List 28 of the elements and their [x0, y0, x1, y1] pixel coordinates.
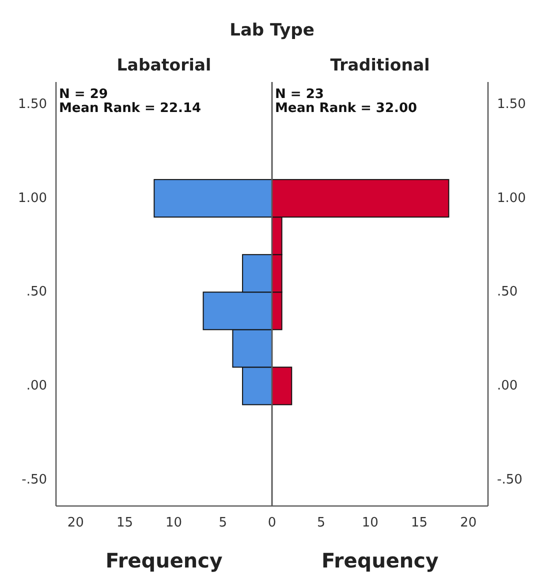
x-tick-label: 20	[460, 516, 477, 531]
annotation: Mean Rank = 32.00	[275, 101, 418, 116]
chart-subtitle: Traditional	[330, 56, 430, 75]
x-tick-label: 0	[268, 516, 276, 531]
x-axis-title: Frequency	[105, 548, 223, 572]
annotation: N = 29	[59, 87, 108, 102]
x-tick-label: 5	[218, 516, 228, 531]
x-tick-label: 10	[362, 516, 378, 531]
annotation: Mean Rank = 22.14	[59, 101, 202, 116]
y-tick-label: -.50	[497, 472, 522, 488]
x-axis-title: Frequency	[321, 548, 439, 572]
chart-subtitle: Labatorial	[116, 56, 212, 75]
y-tick-label: 1.50	[497, 97, 526, 112]
x-tick-label: 10	[166, 516, 182, 531]
y-tick-label: .50	[497, 284, 518, 300]
x-tick-label: 15	[411, 516, 428, 531]
y-tick-label: .50	[26, 284, 47, 300]
y-tick-label: .00	[26, 378, 47, 394]
y-tick-label: 1.00	[18, 190, 47, 206]
annotation: N = 23	[275, 87, 324, 102]
chart-title: Lab Type	[230, 20, 314, 41]
y-tick-label: 1.00	[497, 190, 526, 206]
x-tick-label: 5	[316, 516, 326, 531]
y-tick-label: .00	[497, 378, 518, 394]
x-tick-label: 20	[67, 516, 84, 531]
y-tick-label: -.50	[22, 472, 47, 488]
x-tick-label: 15	[116, 516, 133, 531]
y-tick-label: 1.50	[18, 97, 47, 112]
